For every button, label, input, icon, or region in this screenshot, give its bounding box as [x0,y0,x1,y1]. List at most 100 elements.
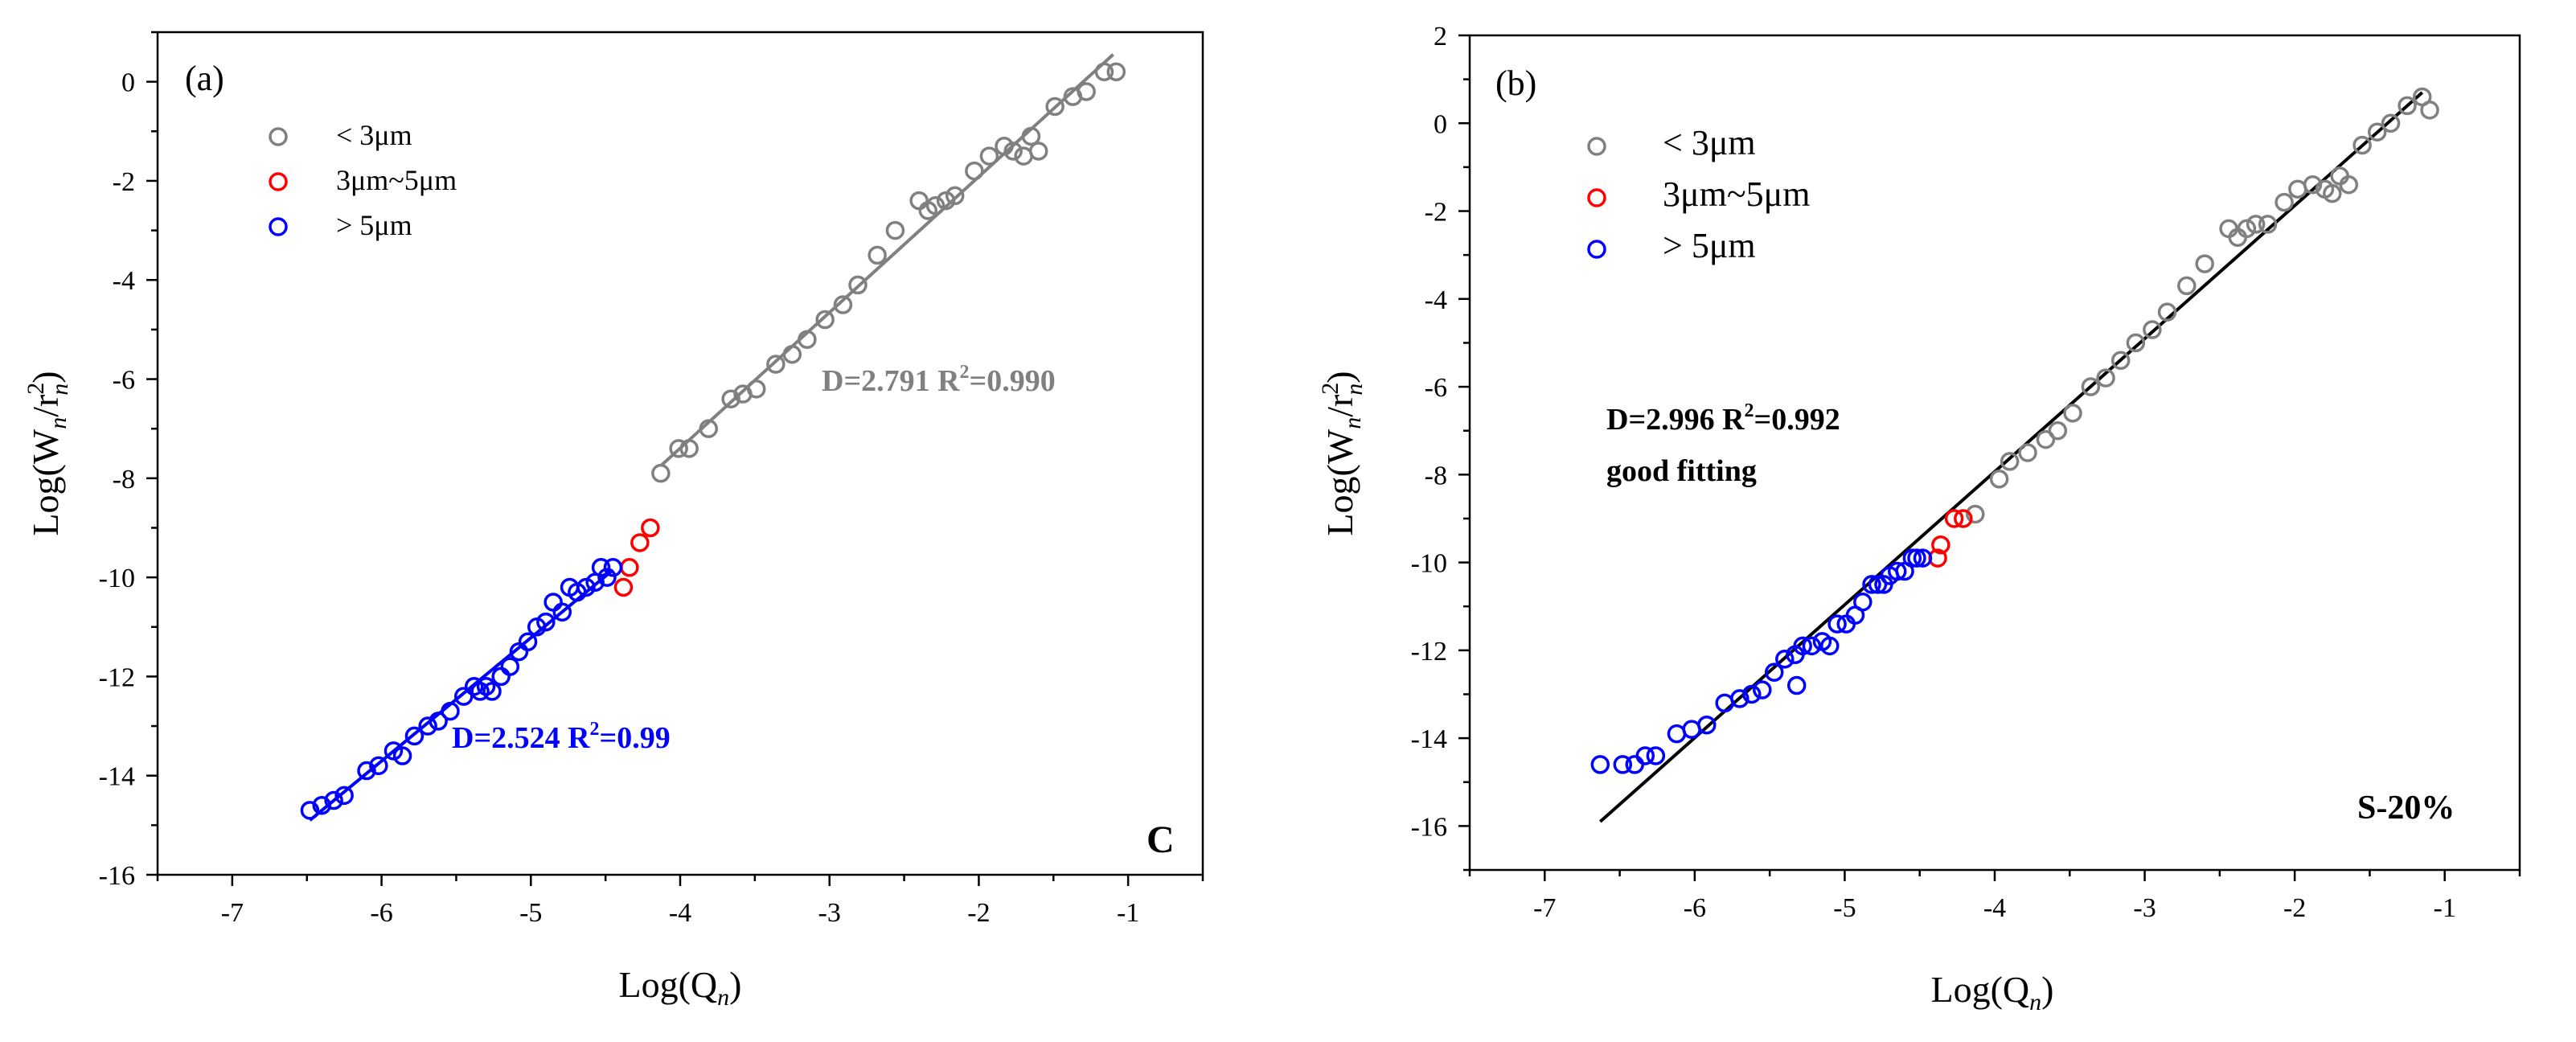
x-axis-title-end: ) [729,964,741,1005]
data-point [1094,62,1114,82]
legend-marker [1587,137,1606,156]
x-tick-label: -4 [1983,893,2006,923]
y-tick-label: -2 [1425,198,1447,228]
y-tick-label: -4 [113,266,135,296]
y-tick-label: -14 [1411,724,1447,754]
plot-frame [156,31,1204,876]
y-tick-label: -16 [99,861,135,891]
y-axis-title-mid: /r [25,395,66,417]
fit-line-0 [1598,91,2424,823]
data-point [1793,636,1812,656]
annotation-tail: =0.992 [1754,403,1840,437]
data-point [936,191,956,211]
x-tick-label: -7 [1533,893,1556,923]
legend-label: < 3μm [336,119,412,151]
fit-annotation: D=2.996 R2=0.992 [1606,400,1840,437]
data-point [945,186,965,206]
data-point [833,295,853,314]
data-point [2157,302,2177,322]
data-point [1853,592,1873,612]
data-point [2246,215,2266,234]
data-point [2063,404,2082,423]
y-axis-title-sup: 2 [23,383,49,395]
data-point [965,161,984,181]
data-point [1887,561,1907,581]
data-point [1646,746,1666,765]
x-axis-title-sub: n [2029,989,2041,1015]
legend-marker [269,217,288,236]
data-point [2081,377,2101,396]
data-point [620,558,639,577]
data-point [418,716,437,736]
y-axis-title-sub: n [1339,417,1366,429]
data-point [630,533,650,552]
data-point [2420,101,2439,120]
data-point [1028,142,1048,161]
data-point [1753,680,1772,699]
y-axis-title-sub: n [45,417,72,429]
data-point [384,741,404,761]
data-point [591,558,611,577]
data-point [1742,684,1762,704]
y-tick-label: -12 [99,663,135,692]
data-point [1764,663,1784,682]
data-point [1786,675,1807,695]
data-point [995,137,1014,156]
data-point [2288,179,2307,199]
data-point [1862,575,1881,594]
data-point [848,275,868,295]
data-point [746,379,766,399]
data-point [2368,122,2387,142]
data-point [1954,509,1973,528]
annotation-sup: 2 [960,362,970,383]
data-point [1021,126,1041,146]
data-point [699,419,719,438]
data-point [1590,755,1610,774]
data-point [885,220,905,240]
legend-marker [1587,188,1606,207]
y-axis-title-sub2: n [47,384,73,396]
data-point [2237,219,2257,239]
data-point [1820,636,1840,656]
data-point [1106,62,1126,82]
x-axis-title-end: ) [2041,969,2053,1010]
legend-label: < 3μm [1663,123,1756,162]
x-tick-label: -3 [2133,893,2156,923]
y-axis-title: Log(Wn/r2n) [23,371,73,535]
y-tick-label: -14 [99,762,135,792]
data-point [491,667,511,687]
legend-label: > 5μm [1663,226,1756,265]
annotation-tail: =0.99 [600,721,671,755]
legend: < 3μm 3μm~5μm > 5μm [269,119,457,241]
data-point [2000,452,2020,471]
data-point [2398,96,2417,116]
fit-annotation: D=2.791 R2=0.990 [822,362,1056,398]
data-point [1635,746,1655,765]
y-tick-label: -8 [113,465,135,494]
y-axis-title-sup: 2 [1317,383,1343,395]
annotation-text: D=2.791 R [822,364,960,398]
x-axis-title-main: Log(Q [619,964,718,1005]
data-point [2126,333,2146,353]
data-point [518,632,538,652]
legend-marker [1587,240,1606,259]
data-point [597,568,617,587]
legend-label: > 5μm [336,209,412,241]
x-tick-label: -1 [2434,893,2456,923]
fit-line-1 [309,568,614,822]
data-point [429,712,448,731]
annotation-text: D=2.996 R [1606,403,1745,437]
data-point [868,245,887,265]
x-tick-label: -5 [519,898,542,928]
data-point [798,330,817,349]
annotation-sup: 2 [1745,400,1754,421]
data-point [721,389,740,408]
y-axis-title-sub2: n [1341,384,1368,396]
x-axis-title: Log(Qn) [1931,969,2054,1015]
y-tick-label: 0 [121,68,135,98]
data-point [500,657,520,676]
y-tick-label: -10 [99,564,135,593]
data-point [1625,755,1644,774]
x-tick-label: -3 [818,898,841,928]
